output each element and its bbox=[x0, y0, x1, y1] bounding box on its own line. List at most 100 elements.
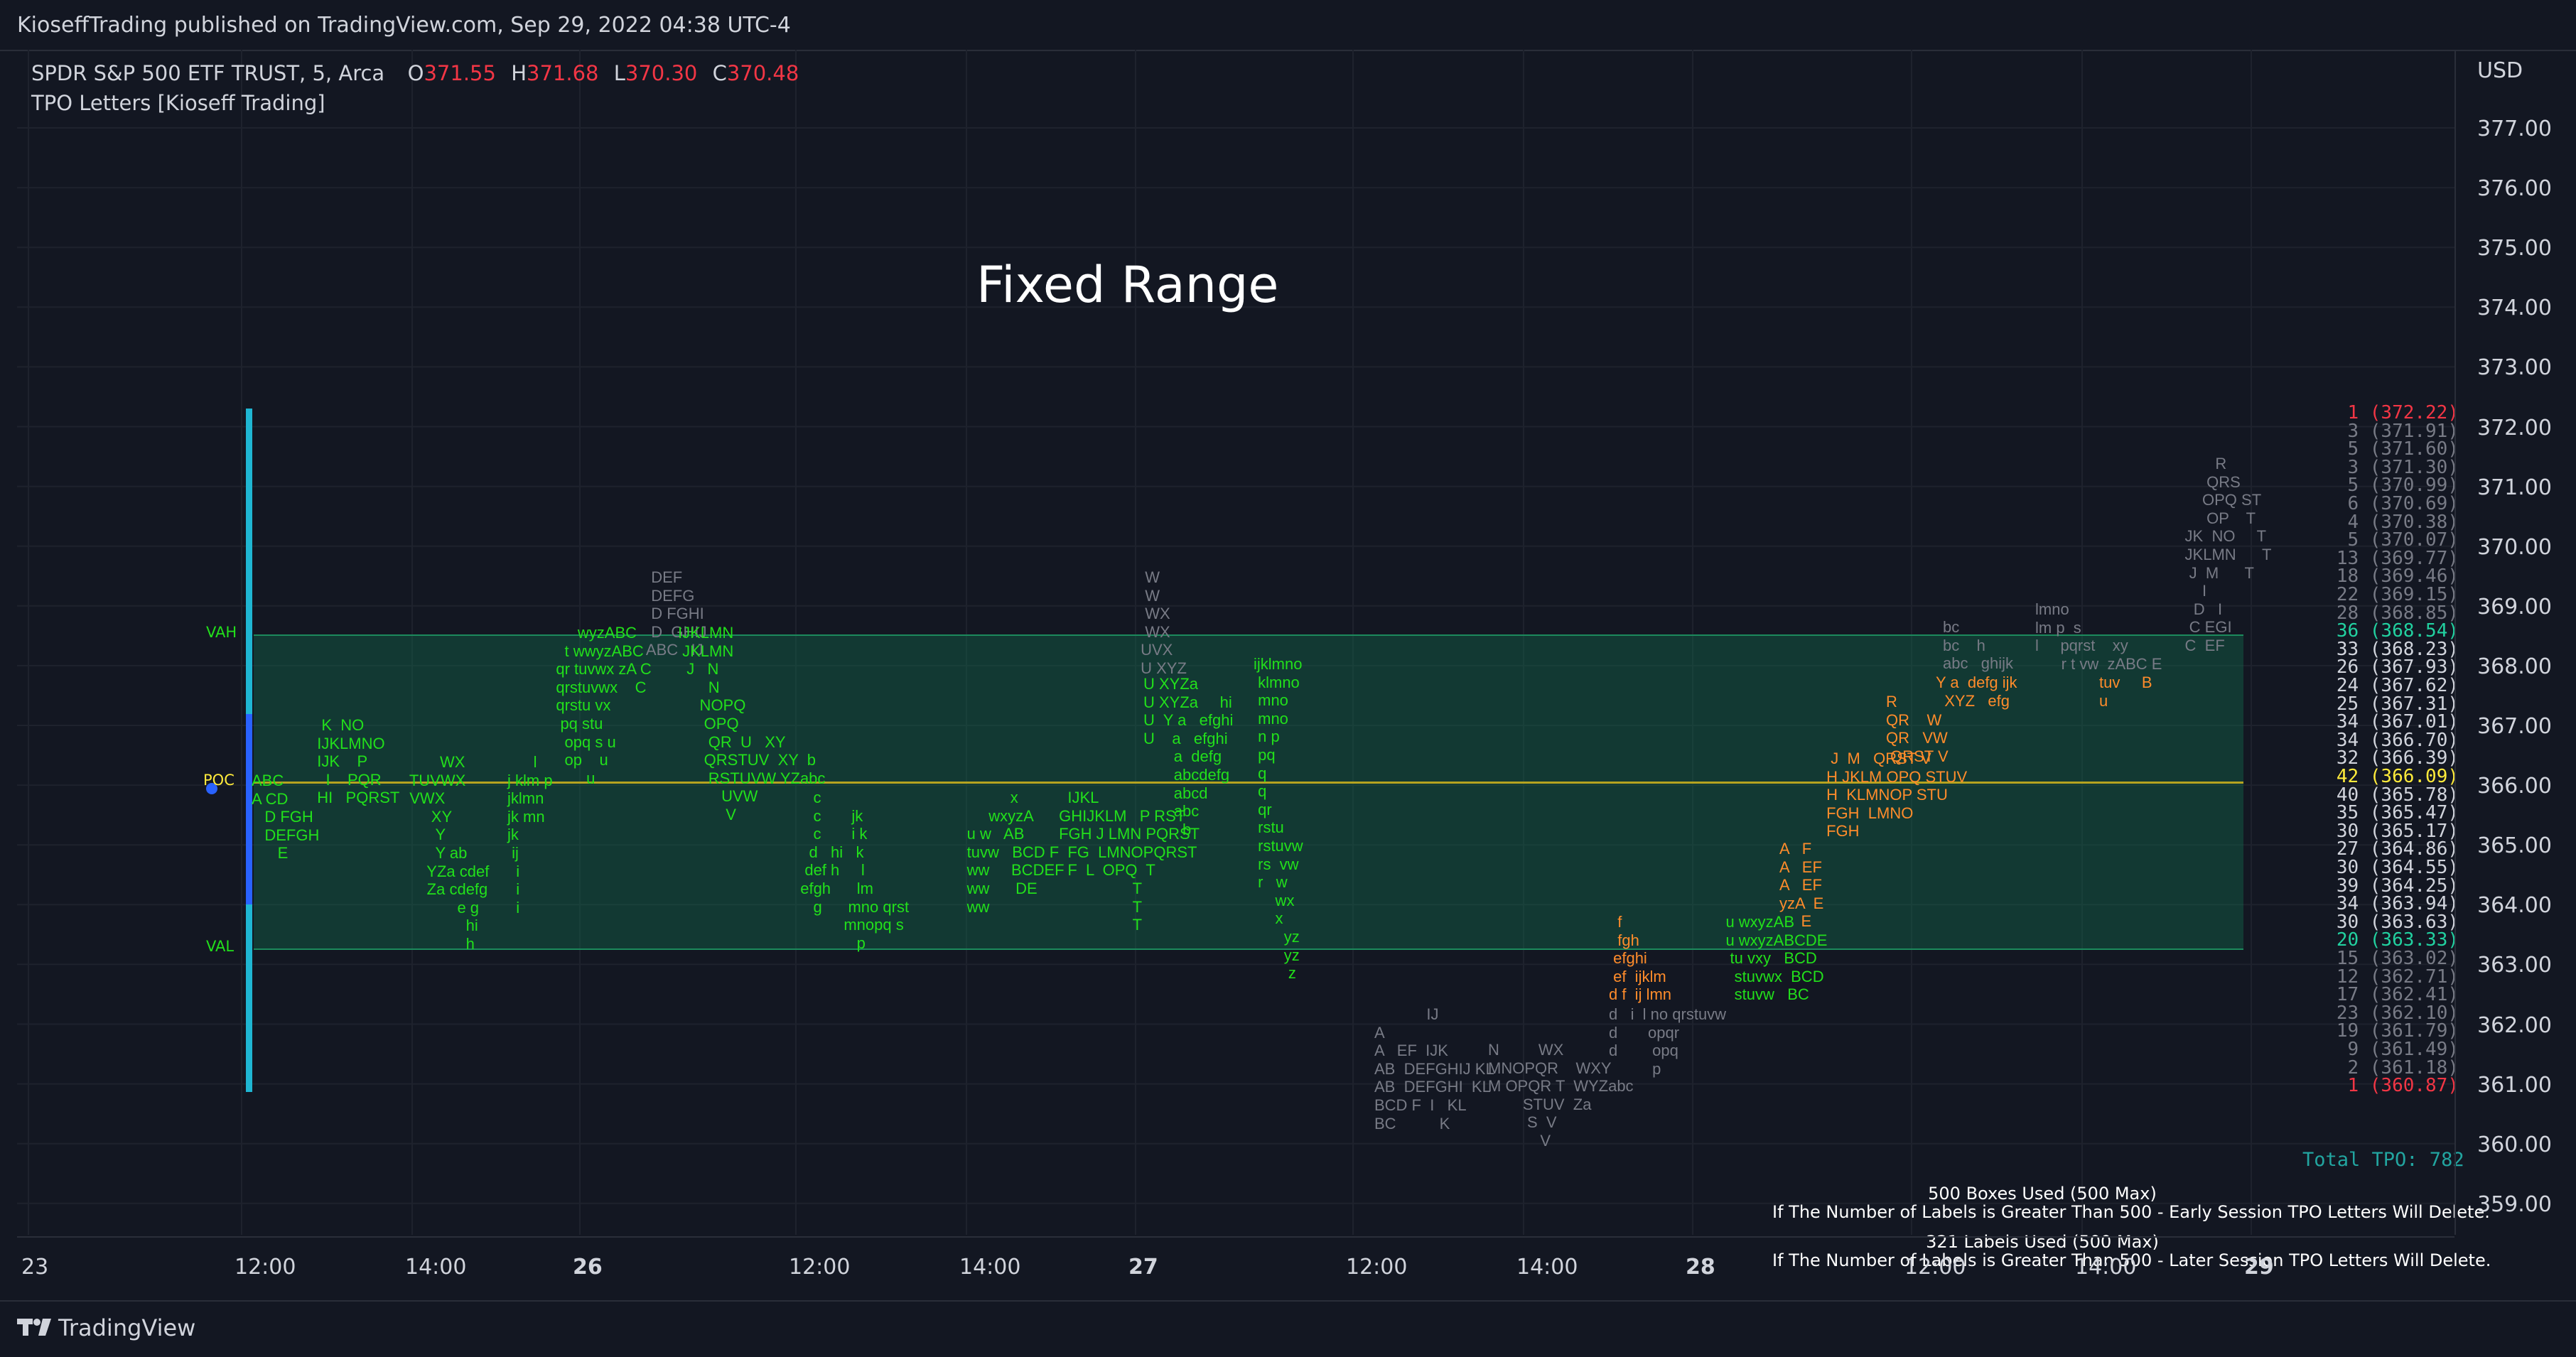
high-key: H bbox=[511, 61, 527, 85]
high-value: 371.68 bbox=[527, 61, 599, 85]
tpo-count-row: 20 (363.33) bbox=[2336, 929, 2459, 951]
tpo-count-row: 30 (365.17) bbox=[2336, 820, 2459, 842]
tpo-column: K NO IJKLMNO IJK P I PQR HI PQRST bbox=[317, 716, 400, 807]
tpo-count-row: 3 (371.30) bbox=[2347, 456, 2459, 478]
tpo-count-row: 30 (364.55) bbox=[2336, 857, 2459, 878]
symbol-name: SPDR S&P 500 ETF TRUST, 5, Arca bbox=[31, 61, 385, 85]
tpo-column: u wxyzAB u wxyzABCDE tu vxy BCD stuvwx B… bbox=[1725, 913, 1828, 1004]
tpo-count-row: 5 (370.99) bbox=[2347, 475, 2459, 497]
tpo-count-row: 25 (367.31) bbox=[2336, 693, 2459, 715]
price-tick-label: 372.00 bbox=[2477, 415, 2552, 440]
tpo-count-row: 6 (370.69) bbox=[2347, 493, 2459, 514]
indicator-legend[interactable]: TPO Letters [Kioseff Trading] bbox=[31, 91, 325, 115]
value-area-range-bar bbox=[246, 714, 252, 904]
tpo-count-row: 39 (364.25) bbox=[2336, 875, 2459, 897]
tpo-column: DEF DEFG D FGHI D GHIJ ABC IJ bbox=[645, 568, 707, 659]
price-tick-label: 371.00 bbox=[2477, 475, 2552, 500]
tpo-column: Y a defg ijk XYZ efg bbox=[1936, 674, 2017, 710]
tpo-column: f fgh efghi ef ijklm d f ij lmn bbox=[1609, 913, 1672, 1004]
open-value: 371.55 bbox=[424, 61, 496, 85]
tpo-column: lmno lm p s l pqrst xy r t vw zABC E bbox=[2035, 600, 2162, 673]
time-tick-label: 12:00 bbox=[789, 1255, 851, 1280]
tpo-count-row: 34 (366.70) bbox=[2336, 729, 2459, 751]
boxes-warning-note: If The Number of Labels is Greater Than … bbox=[1772, 1202, 2490, 1222]
tpo-count-row: 22 (369.15) bbox=[2336, 584, 2459, 605]
tpo-count-row: 40 (365.78) bbox=[2336, 784, 2459, 806]
price-tick-label: 365.00 bbox=[2477, 833, 2552, 859]
time-tick-label: 23 bbox=[21, 1255, 49, 1280]
value-area-box bbox=[254, 634, 2243, 950]
tpo-count-row: 27 (364.86) bbox=[2336, 838, 2459, 860]
time-tick-label: 28 bbox=[1686, 1255, 1715, 1280]
labels-used-note: 321 Labels Used (500 Max) bbox=[1926, 1232, 2159, 1252]
tradingview-logo-icon bbox=[17, 1317, 54, 1339]
tpo-column: c c jk c i k d hi k def h l efgh lm g mn… bbox=[800, 789, 910, 952]
low-value: 370.30 bbox=[625, 61, 698, 85]
tpo-count-row: 34 (367.01) bbox=[2336, 711, 2459, 733]
time-tick-label: 12:00 bbox=[1904, 1255, 1966, 1280]
tpo-column: tuv B u bbox=[2099, 674, 2152, 710]
val-label: VAL bbox=[206, 938, 235, 955]
tpo-count-row: 17 (362.41) bbox=[2336, 984, 2459, 1006]
time-tick-label: 27 bbox=[1128, 1255, 1158, 1280]
tpo-count-row: 23 (362.10) bbox=[2336, 1002, 2459, 1024]
tpo-count-row: 5 (370.07) bbox=[2347, 529, 2459, 551]
tpo-column: R QRS OPQ ST OP T JK NO T JKLMN T J M T … bbox=[2184, 455, 2272, 654]
tpo-column: IJ A A EF IJK AB DEFGHIJ KL AB DEFGHI KL… bbox=[1374, 1005, 1494, 1132]
vah-label: VAH bbox=[206, 624, 237, 641]
time-tick-label: 12:00 bbox=[1346, 1255, 1408, 1280]
close-value: 370.48 bbox=[726, 61, 799, 85]
poc-label: POC bbox=[203, 772, 235, 789]
publish-bar: KioseffTrading published on TradingView.… bbox=[0, 0, 2576, 51]
tpo-count-row: 12 (362.71) bbox=[2336, 966, 2459, 988]
tpo-count-row: 9 (361.49) bbox=[2347, 1039, 2459, 1060]
price-tick-label: 375.00 bbox=[2477, 236, 2552, 261]
price-tick-label: 374.00 bbox=[2477, 296, 2552, 321]
tpo-count-row: 2 (361.18) bbox=[2347, 1056, 2459, 1078]
tpo-column: l j klm p jklmn jk mn jk ij i i i bbox=[507, 753, 553, 917]
price-tick-label: 366.00 bbox=[2477, 774, 2552, 799]
tpo-column: d i l no qrstuvw d opqr d opq p bbox=[1609, 1005, 1727, 1078]
tpo-column: W W WX WX UVX U XYZ bbox=[1141, 568, 1187, 677]
low-key: L bbox=[613, 61, 625, 85]
symbol-legend[interactable]: SPDR S&P 500 ETF TRUST, 5, Arca O371.55 … bbox=[31, 61, 807, 85]
time-tick-label: 14:00 bbox=[1516, 1255, 1578, 1280]
tpo-column: IJKLMN JKLMN J N N NOPQ OPQ QR U XY QRST… bbox=[678, 624, 826, 823]
chart-pane[interactable]: SPDR S&P 500 ETF TRUST, 5, Arca O371.55 … bbox=[17, 50, 2491, 1270]
price-tick-label: 361.00 bbox=[2477, 1072, 2552, 1098]
time-tick-label: 14:00 bbox=[405, 1255, 467, 1280]
price-axis[interactable]: USD 377.00 376.00 375.00 374.00 373.00 372.00… bbox=[2454, 50, 2576, 1235]
tpo-count-row: 30 (363.63) bbox=[2336, 911, 2459, 933]
tpo-column: x wxyzA u w AB tuvw BCD F ww BCDEF ww DE… bbox=[966, 789, 1065, 916]
price-tick-label: 376.00 bbox=[2477, 176, 2552, 202]
tpo-column: R QR W QR VW QRST V bbox=[1886, 693, 1949, 765]
tpo-count-row: 19 (361.79) bbox=[2336, 1020, 2459, 1042]
price-tick-label: 369.00 bbox=[2477, 594, 2552, 620]
poc-line bbox=[254, 782, 2243, 784]
price-tick-label: 359.00 bbox=[2477, 1191, 2552, 1217]
tpo-count-row: 26 (367.93) bbox=[2336, 656, 2459, 678]
tpo-count-row: 28 (368.85) bbox=[2336, 602, 2459, 624]
time-axis[interactable]: 23 12:00 14:00 26 12:00 14:00 27 12:00 14:00 28 12… bbox=[17, 1236, 2454, 1302]
time-tick-label: 12:00 bbox=[235, 1255, 296, 1280]
tpo-column: IJKL GHIJKLM P RST FGH J LMN PQRST FG LM… bbox=[1059, 789, 1200, 934]
tpo-count-row: 36 (368.54) bbox=[2336, 620, 2459, 642]
price-tick-label: 360.00 bbox=[2477, 1132, 2552, 1157]
brand-bar: TradingView bbox=[0, 1300, 2576, 1357]
price-tick-label: 377.00 bbox=[2477, 117, 2552, 141]
chart-annotation-title: Fixed Range bbox=[976, 256, 1279, 314]
tpo-count-row: 34 (363.94) bbox=[2336, 893, 2459, 915]
price-tick-label: 373.00 bbox=[2477, 355, 2552, 381]
total-tpo: Total TPO: 782 bbox=[2302, 1149, 2464, 1171]
tpo-count-row: 1 (360.87) bbox=[2347, 1075, 2459, 1097]
tpo-count-row: 18 (369.46) bbox=[2336, 566, 2459, 588]
price-tick-label: 368.00 bbox=[2477, 654, 2552, 679]
time-tick-label: 14:00 bbox=[2075, 1255, 2137, 1280]
poc-marker-dot bbox=[206, 783, 217, 794]
price-tick-label: 367.00 bbox=[2477, 714, 2552, 739]
tpo-column: ijklmno klmno mno mno n p pq q q qr rstu… bbox=[1254, 655, 1303, 983]
time-tick-label: 29 bbox=[2244, 1255, 2274, 1280]
tpo-column: WX TUVWX VWX XY Y Y ab YZa cdef Za cdefg… bbox=[409, 753, 490, 953]
publish-info: KioseffTrading published on TradingView.… bbox=[17, 13, 791, 38]
tpo-column: ABC A CD D FGH DEFGH E bbox=[252, 772, 320, 863]
